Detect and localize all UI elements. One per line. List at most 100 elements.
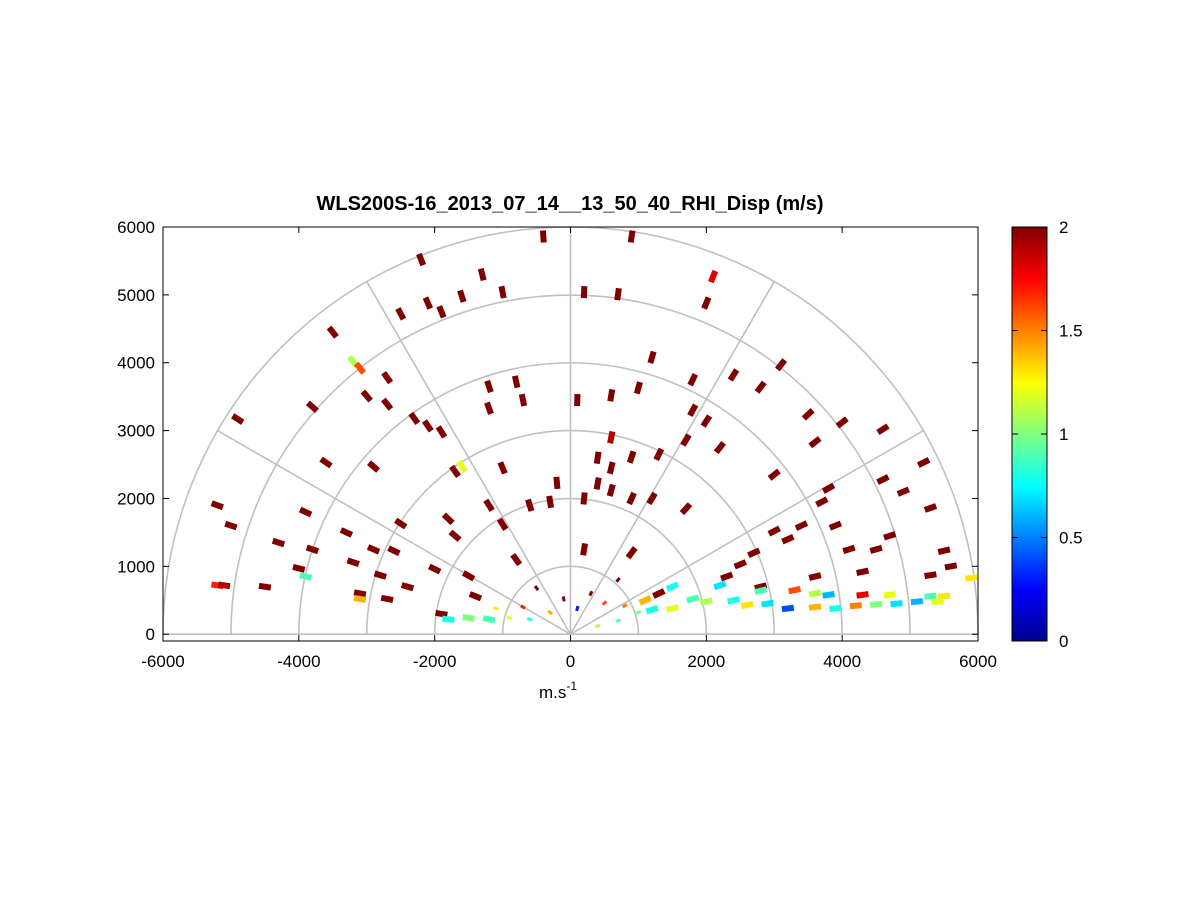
data-cell	[574, 393, 581, 407]
data-cell	[924, 571, 937, 580]
data-cell	[435, 609, 448, 618]
data-cell	[686, 594, 700, 604]
data-cell	[626, 450, 637, 464]
data-cell	[305, 400, 319, 414]
data-cell	[835, 416, 849, 429]
data-cell	[292, 564, 306, 573]
data-cell	[506, 615, 513, 621]
data-cell	[923, 503, 938, 513]
data-cell	[625, 546, 638, 560]
data-cell	[547, 609, 553, 616]
colorbar-tick-label: 0.5	[1059, 529, 1083, 548]
data-cell	[462, 614, 476, 622]
data-cell	[224, 520, 238, 531]
data-cell	[305, 544, 320, 555]
data-cell	[326, 325, 339, 339]
y-axis-ticks: 0 1000 2000 3000 4000 5000 6000	[117, 218, 978, 644]
grid-spoke	[217, 429, 571, 635]
x-tick-label: 0	[566, 652, 575, 671]
data-cell	[422, 296, 434, 310]
x-tick-label: 2000	[687, 652, 725, 671]
colorbar-ticks: 0 0.5 1 1.5 2	[1012, 218, 1083, 651]
data-cell	[492, 606, 499, 611]
data-cell	[733, 559, 747, 570]
data-cell	[849, 602, 863, 610]
data-cell	[687, 403, 699, 417]
y-tick-label: 5000	[117, 286, 155, 305]
data-cell	[353, 594, 367, 603]
data-cell	[346, 557, 360, 568]
data-cell	[588, 590, 594, 597]
colorbar-tick-label: 0	[1059, 632, 1068, 651]
data-cell	[713, 441, 727, 455]
data-cell	[526, 617, 533, 622]
data-cell	[387, 545, 401, 557]
y-tick-label: 6000	[117, 218, 155, 237]
data-cell	[394, 517, 408, 530]
data-cell	[484, 379, 494, 394]
data-cell	[754, 380, 767, 394]
data-cell	[876, 474, 890, 485]
data-cell	[652, 588, 666, 599]
y-tick-label: 3000	[117, 422, 155, 441]
data-cell	[627, 230, 636, 243]
colorbar-tick-label: 1	[1059, 425, 1068, 444]
data-cell	[580, 542, 588, 556]
data-cell	[299, 572, 313, 581]
data-cell	[408, 411, 421, 426]
data-cell	[367, 460, 381, 473]
data-cell	[856, 591, 869, 599]
data-cell	[808, 572, 822, 581]
data-cell	[436, 305, 447, 319]
data-cell	[520, 604, 526, 610]
data-cell	[944, 562, 958, 571]
data-cell	[788, 585, 802, 595]
data-cell	[828, 520, 843, 531]
data-cell	[441, 615, 455, 623]
data-cell	[635, 610, 642, 615]
data-cell	[626, 491, 637, 506]
colorbar-tick-label: 1.5	[1059, 322, 1083, 341]
data-cell	[525, 498, 535, 512]
data-cell	[271, 537, 286, 548]
data-cell	[606, 461, 616, 475]
data-cell	[416, 252, 427, 267]
data-cell	[842, 544, 856, 554]
y-tick-label: 1000	[117, 557, 155, 576]
data-cell	[615, 577, 621, 583]
data-cell	[496, 517, 509, 531]
data-cell	[699, 597, 713, 606]
colorbar: 0 0.5 1 1.5 2	[1011, 218, 1083, 651]
data-cell	[546, 495, 555, 509]
data-cell	[427, 563, 442, 575]
data-cell	[580, 492, 588, 505]
data-cell	[231, 413, 245, 425]
data-cell	[801, 408, 815, 421]
grid-spoke	[570, 429, 924, 635]
x-tick-label: 6000	[959, 652, 997, 671]
data-cell	[794, 520, 809, 531]
x-tick-label: 4000	[823, 652, 861, 671]
data-cell	[822, 590, 835, 599]
data-cell	[647, 350, 657, 364]
data-cell	[457, 289, 467, 303]
data-cell	[646, 491, 658, 506]
data-cell	[607, 430, 616, 444]
data-cell	[869, 600, 883, 608]
data-cell	[593, 451, 602, 465]
data-cell	[606, 483, 616, 497]
grid-spoke	[569, 281, 775, 635]
data-cell	[910, 598, 924, 606]
data-cell	[497, 461, 508, 475]
data-cell	[890, 600, 903, 608]
data-cells	[210, 230, 978, 629]
x-axis-label-base: m.s	[539, 683, 566, 702]
polar-grid	[162, 226, 979, 636]
y-tick-label: 2000	[117, 489, 155, 508]
data-cell	[594, 623, 601, 629]
data-cell	[621, 603, 628, 609]
data-cell	[435, 425, 448, 439]
y-tick-label: 4000	[117, 354, 155, 373]
x-axis-ticks: -6000 -4000 -2000 0 2000 4000 6000	[141, 227, 997, 671]
